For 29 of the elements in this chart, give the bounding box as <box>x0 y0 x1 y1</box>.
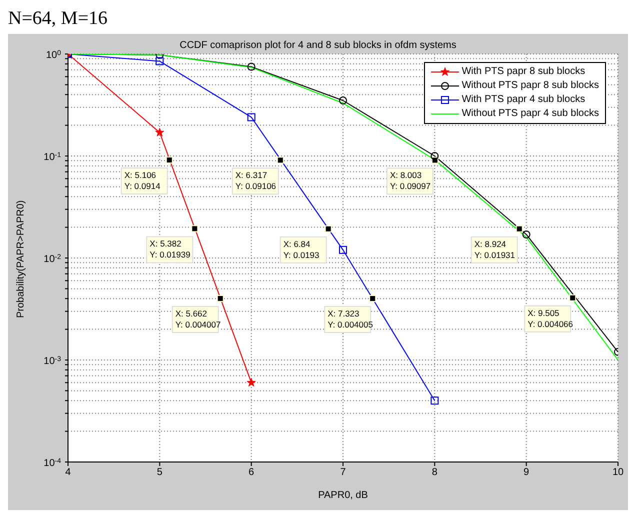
chart-title: N=64, M=16 <box>8 8 109 31</box>
x-axis-title: PAPR0, dB <box>318 490 368 501</box>
legend-label: With PTS papr 4 sub blocks <box>462 93 586 107</box>
chart-subtitle: CCDF comaprison plot for 4 and 8 sub blocks in ofdm systems <box>178 40 458 51</box>
y-tick-label: 10$^{-4}$ <box>44 458 62 469</box>
annotation: X: 5.382 Y: 0.01939 <box>150 238 191 260</box>
annotation: X: 9.505 Y: 0.004066 <box>528 308 574 329</box>
annotation: X: 6.84 Y: 0.0193 <box>283 238 320 260</box>
annotation: X: 8.924 Y: 0.01931 <box>474 238 516 260</box>
y-tick-label: 10$^{-3}$ <box>44 356 62 367</box>
legend-label: With PTS papr 8 sub blocks <box>462 65 586 79</box>
legend-label: Without PTS papr 4 sub blocks <box>462 107 599 121</box>
x-tick-label: 9 <box>524 467 530 478</box>
annotation: X: 5.662 Y: 0.004007 <box>175 308 221 330</box>
y-tick-label: 10$^{0}$ <box>46 50 62 61</box>
annotation: X: 8.003 Y: 0.09097 <box>390 170 431 192</box>
y-tick-label: 10$^{-2}$ <box>44 254 62 265</box>
annotation: X: 7.323 Y: 0.004005 <box>328 308 374 330</box>
x-tick-label: 10 <box>612 467 624 478</box>
annotation: X: 6.317 Y: 0.09106 <box>235 170 276 192</box>
legend-label: Without PTS papr 8 sub blocks <box>462 79 599 93</box>
y-tick-label: 10$^{-1}$ <box>44 152 62 163</box>
y-axis-title: Probability(PAPR>PAPR0) <box>16 200 27 318</box>
x-tick-label: 6 <box>248 467 255 478</box>
x-tick-label: 7 <box>340 467 346 478</box>
x-tick-label: 4 <box>65 467 72 478</box>
x-tick-label: 8 <box>432 467 438 478</box>
annotation: X: 5.106 Y: 0.0914 <box>124 170 161 191</box>
x-tick-label: 5 <box>156 467 163 478</box>
